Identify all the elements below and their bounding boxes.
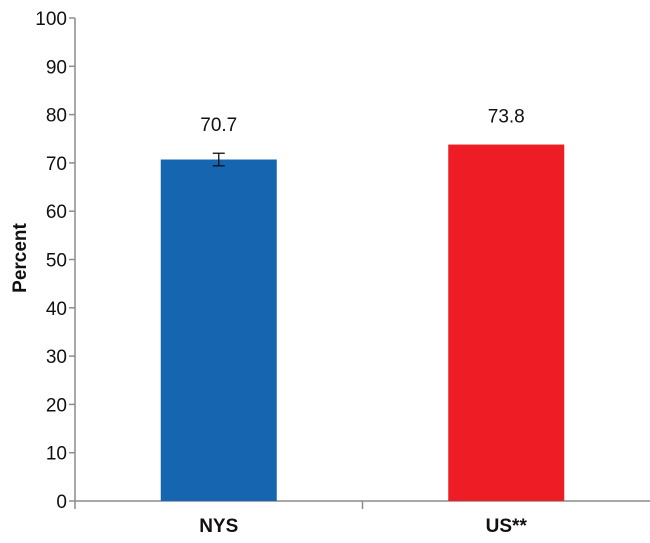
bars: 70.7 73.8 (160, 107, 565, 502)
y-axis: 0 10 20 30 40 50 60 70 80 90 100 (35, 9, 76, 513)
y-tick-label: 100 (35, 9, 67, 30)
y-tick-label: 60 (46, 202, 67, 223)
y-tick-label: 40 (46, 299, 67, 320)
y-axis-title: Percent (10, 222, 31, 292)
y-tick-label: 0 (56, 492, 67, 513)
y-tick-label: 80 (46, 106, 67, 127)
data-label: 73.8 (488, 107, 525, 128)
y-tick-label: 20 (46, 395, 67, 416)
y-tick-label: 30 (46, 347, 67, 368)
y-tick-label: 50 (46, 251, 67, 272)
data-label: 70.7 (200, 115, 237, 136)
x-category-label: US** (486, 516, 528, 537)
x-axis: NYS US** (74, 500, 650, 537)
y-tick-label: 10 (46, 444, 67, 465)
bar-us (448, 144, 565, 501)
bar-nys (160, 159, 277, 502)
y-tick-label: 90 (46, 57, 67, 78)
error-bar (212, 152, 225, 167)
x-category-label: NYS (199, 516, 238, 537)
y-tick-label: 70 (46, 154, 67, 175)
